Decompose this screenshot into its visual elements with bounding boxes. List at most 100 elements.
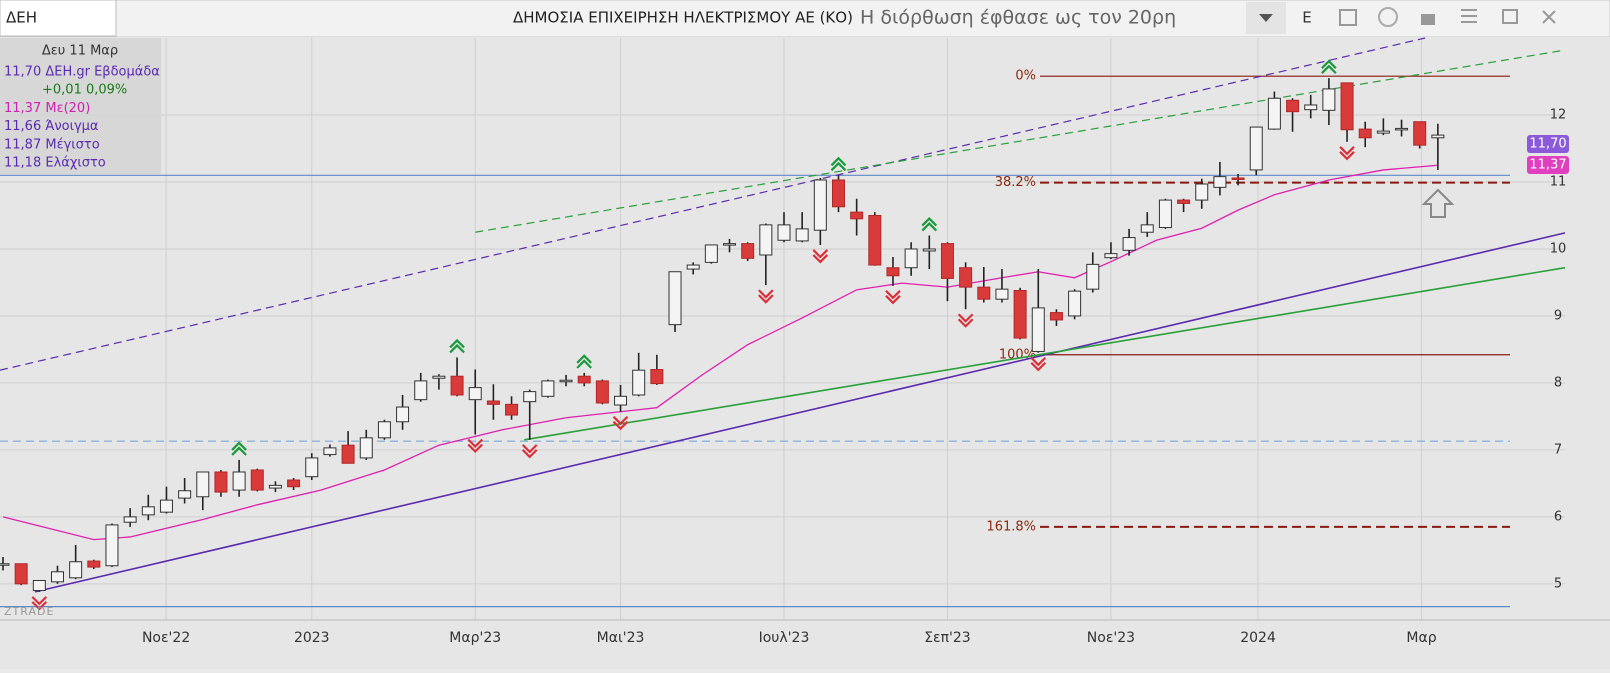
fib-label: 38.2% — [995, 175, 1036, 190]
candle-body — [559, 379, 573, 383]
candle-body — [214, 471, 228, 493]
x-tick-label: 2023 — [294, 630, 330, 646]
candle-body — [123, 516, 137, 523]
candle-body — [141, 506, 155, 516]
candle-body — [32, 579, 46, 592]
candle-body — [541, 380, 555, 397]
candle-body — [632, 369, 646, 396]
candle-body — [359, 437, 373, 459]
trend-line — [0, 37, 1426, 371]
price-tag-text: 11,70 — [1529, 137, 1566, 152]
candle-body — [777, 224, 791, 241]
candle-body — [1304, 104, 1318, 111]
signal-down — [467, 438, 484, 454]
quote-icon[interactable] — [1378, 7, 1398, 27]
ma-line — [2, 164, 1438, 541]
price-tag — [1527, 156, 1569, 174]
candle-body — [287, 479, 301, 488]
signal-down — [31, 596, 48, 611]
price-tag-text: 11,37 — [1529, 158, 1566, 173]
comment: Η διόρθωση έφθασε ως τον 20ρη — [860, 7, 1176, 29]
candle-body — [959, 267, 973, 288]
signal-up — [449, 338, 465, 354]
signal-up — [576, 354, 592, 369]
signal-up — [1321, 59, 1337, 74]
y-tick-label: 7 — [1554, 442, 1562, 457]
info-line: 11,66 Άνοιγμα — [4, 119, 99, 134]
candle-body — [486, 400, 500, 405]
candle-body — [396, 406, 410, 423]
y-tick-label: 6 — [1554, 509, 1562, 524]
info-date: Δευ 11 Μαρ — [42, 44, 118, 59]
lock-icon[interactable] — [1421, 14, 1435, 25]
info-lines: 11,70 ΔΕΗ.gr Εβδομάδα +0,01 0,09% 11,37 Με… — [4, 65, 160, 171]
candle-body — [1322, 88, 1336, 111]
candle-body — [414, 380, 428, 401]
menu-icon[interactable] — [1461, 9, 1477, 23]
y-tick-label: 10 — [1550, 241, 1567, 256]
fib-label: 0% — [1015, 69, 1036, 84]
candle-body — [704, 244, 718, 263]
candle-body — [868, 214, 882, 266]
info-line: 11,87 Μέγιστο — [4, 137, 100, 152]
signal-up — [830, 156, 847, 172]
y-tick-label: 12 — [1550, 108, 1567, 123]
fib-label: 161.8% — [986, 519, 1036, 534]
candle-body — [1267, 97, 1281, 130]
info-line: 11,37 Με(20) — [4, 101, 90, 116]
candle-body — [1086, 263, 1100, 290]
candle-body — [995, 288, 1009, 300]
candle-body — [831, 179, 845, 208]
panel-icon[interactable] — [1339, 9, 1357, 26]
candle-body — [1122, 237, 1136, 251]
candle-body — [940, 243, 954, 279]
candle-body — [813, 179, 827, 231]
pointer-arrow — [1421, 188, 1455, 218]
candle-body — [977, 286, 991, 300]
candle-body — [668, 271, 682, 326]
candle-body — [0, 563, 10, 566]
y-tick-label: 8 — [1554, 375, 1562, 390]
candle-body — [723, 243, 737, 246]
signal-up — [921, 217, 938, 232]
plot: 5 6 7 8 9 10 11 12 Νοε'22 2023 Μαρ'23 Μαι'23 Ιουλ'23… — [0, 37, 1610, 646]
candle-body — [87, 560, 101, 568]
candle-body — [1413, 121, 1427, 146]
candle-body — [1104, 253, 1118, 259]
candle-body — [1213, 176, 1227, 188]
restore-icon[interactable] — [1502, 9, 1518, 24]
watermark: ZTRADE — [4, 605, 54, 618]
symbol-text: ΔΕΗ — [6, 9, 37, 27]
candle-body — [595, 380, 609, 404]
trend-line — [475, 49, 1566, 233]
close-icon[interactable] — [1542, 10, 1556, 24]
candle-body — [886, 267, 900, 277]
candle-body — [341, 444, 355, 464]
candle-body — [450, 375, 464, 396]
candle-body — [505, 403, 519, 416]
symbol-input[interactable] — [0, 0, 117, 37]
price-tag — [1527, 135, 1569, 153]
candle-body — [922, 248, 936, 252]
signal-down — [885, 290, 901, 305]
candle-body — [1158, 199, 1172, 229]
info-line: 11,70 ΔΕΗ.gr Εβδομάδα — [4, 65, 160, 80]
x-tick-label: Νοε'22 — [142, 630, 190, 646]
x-tick-label: Μαι'23 — [597, 630, 645, 646]
x-tick-label: Νοε'23 — [1087, 630, 1135, 646]
info-line: 11,18 Ελάχιστο — [4, 156, 106, 171]
candle-body — [1177, 199, 1191, 204]
y-tick-label: 11 — [1550, 174, 1567, 189]
candle-body — [1376, 130, 1390, 134]
candle-body — [523, 391, 537, 403]
candle-body — [268, 484, 282, 489]
candle-body — [232, 471, 246, 491]
candle-body — [1395, 127, 1409, 131]
candle-body — [759, 224, 773, 256]
candle-body — [650, 369, 664, 385]
e-button[interactable]: E — [1302, 9, 1311, 27]
candle-body — [159, 499, 173, 513]
trend-line — [524, 266, 1566, 441]
x-tick-label: 2024 — [1240, 630, 1276, 646]
